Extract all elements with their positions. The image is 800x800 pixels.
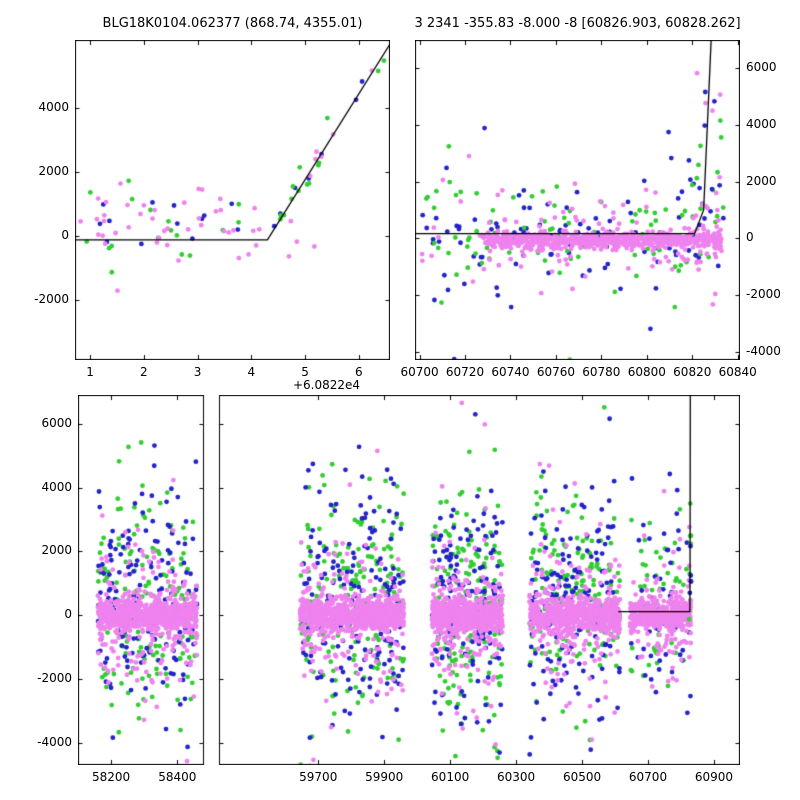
x-tick-label: 60100 [431,770,470,784]
x-tick-label: 60300 [497,770,536,784]
y-tick-label: -4000 [37,734,72,749]
x-tick-label: 1 [86,365,94,379]
scatter-canvas-bottom [78,395,740,765]
subplot-top-right: 3 2341 -355.83 -8.000 -8 [60826.903, 608… [400,16,780,379]
x-tick-label: 60700 [400,365,439,379]
x-tick-label: 60500 [562,770,602,784]
x-tick-label: 59700 [299,770,338,784]
x-tick-label: 6 [354,365,363,379]
y-tick-label: 4000 [41,479,72,494]
x-tick-label: 60840 [718,365,757,379]
x-tick-label: 5 [301,365,309,379]
y-tick-label: 0 [64,607,72,622]
x-tick-label: 60720 [445,365,485,379]
y-tick-label: 6000 [41,415,72,430]
scatter-canvas-top-right [415,40,740,360]
x-tick-label: 60900 [694,770,734,784]
x-tick-label: 60820 [673,365,712,379]
x-tick-label: 4 [247,365,256,379]
y-tick-label: 6000 [746,60,777,75]
scatter-canvas-top-left [75,40,390,360]
x-tick-label: 60760 [536,365,575,379]
x-tick-label: 3 [193,365,202,379]
x-tick-label: 2 [139,365,148,379]
subplot-bottom: 58200 58400 59700 59900 60100 60300 60500 60700… [37,395,740,784]
plot-title-top-left: BLG18K0104.062377 (868.74, 4355.01) [102,16,363,31]
x-tick-label: 60800 [627,365,666,379]
x-tick-label: 59900 [365,770,404,784]
y-tick-label: 4000 [746,116,777,131]
y-tick-label: 4000 [38,100,69,114]
y-tick-label: 2000 [41,543,72,558]
x-tick-label: 60740 [491,365,530,379]
y-tick-label: -4000 [746,343,781,358]
axis-offset-label: +6.0822e4 [292,378,360,392]
y-tick-label: 2000 [38,164,69,178]
y-tick-label: 0 [746,230,754,245]
x-tick-label: 58400 [158,770,197,784]
y-tick-label: -2000 [37,670,72,685]
y-tick-label: 2000 [746,173,777,188]
y-tick-label: -2000 [746,286,781,301]
y-tick-label: 0 [61,228,69,242]
x-tick-label: 58200 [92,770,131,784]
y-tick-label: -2000 [34,292,69,306]
x-tick-label: 60700 [628,770,668,784]
subplot-top-left: BLG18K0104.062377 (868.74, 4355.01) 1 2 3 4… [34,16,390,392]
plot-title-top-right: 3 2341 -355.83 -8.000 -8 [60826.903, 608… [414,16,741,31]
x-tick-label: 60780 [582,365,621,379]
